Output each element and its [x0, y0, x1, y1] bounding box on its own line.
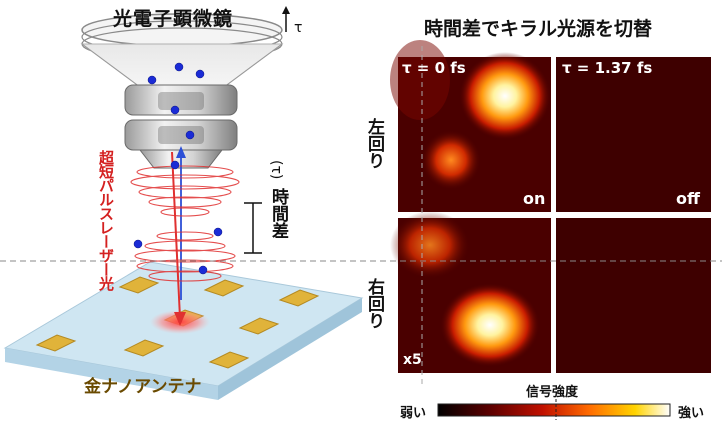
panel-title: 時間差でキラル光源を切替 [424, 18, 653, 40]
antenna-label: 金ナノアンテナ [84, 377, 202, 397]
panel-left-circular-137fs [556, 57, 711, 212]
microscope-label: 光電子顕微鏡 [113, 8, 234, 30]
panel-right-circular-0fs [390, 211, 551, 373]
col-label-0fs: τ = 0 fs [402, 59, 466, 77]
colorbar-title: 信号強度 [526, 385, 579, 400]
tau-arrow [282, 6, 290, 32]
colorbar-low-label: 弱い [400, 406, 427, 421]
electrons [133, 62, 223, 275]
delay-tau-label: (τ) [268, 160, 284, 180]
panel-left-circular-0fs [390, 40, 551, 212]
laser-label: 超短パルスレーザー光 [97, 150, 115, 290]
state-off-label: off [676, 189, 700, 208]
laser-beam-arrow [171, 151, 181, 319]
colorbar-gradient [437, 403, 671, 417]
row-label-left-circular: 左回り [364, 118, 384, 169]
panel-right-circular-137fs [556, 218, 711, 373]
delay-label: 時間差 [268, 188, 288, 239]
state-on-label: on [523, 189, 546, 208]
row-label-right-circular: 右回り [364, 278, 384, 329]
electron-lens [124, 84, 238, 169]
colorbar-high-label: 強い [678, 406, 705, 421]
scale-note: x5 [403, 352, 422, 368]
delay-bracket [244, 202, 262, 254]
tau-label: τ [294, 20, 303, 36]
col-label-137fs: τ = 1.37 fs [562, 59, 653, 77]
laser-pulses [130, 165, 240, 282]
